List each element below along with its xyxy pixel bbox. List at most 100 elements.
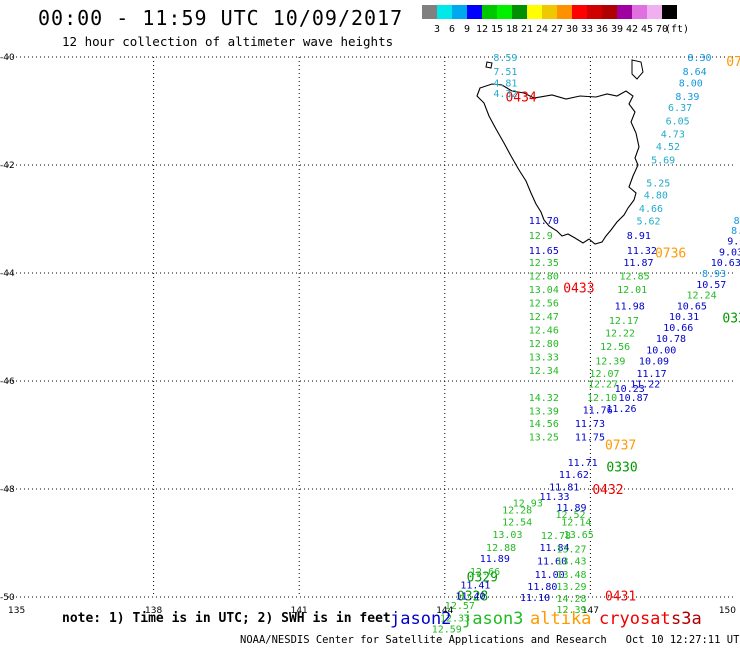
lon-tick-label: 141 <box>291 606 308 616</box>
wave-height-value: 10.57 <box>696 280 726 291</box>
wave-height-value: 12.78 <box>541 531 571 542</box>
legend-swatch <box>647 5 662 19</box>
wave-height-value: 13.39 <box>529 407 559 418</box>
legend-label: 42 <box>626 24 639 35</box>
wave-height-value: 13.27 <box>556 544 586 555</box>
wave-height-value: 11.65 <box>529 246 559 257</box>
lat-tick-label: -50 <box>0 593 15 603</box>
lat-lon-grid <box>8 56 736 598</box>
wave-height-value: 4.32 <box>493 89 517 100</box>
wave-height-value: 11.89 <box>556 503 586 514</box>
legend-label: 33 <box>581 24 594 35</box>
wave-height-value: 12.47 <box>529 312 559 323</box>
legend-swatch <box>587 5 602 19</box>
wave-height-value: 12.56 <box>600 342 630 353</box>
pass-time-labels: 0434 0433 0432 0431 0736 0737 0735 0330 0329 0328… <box>457 55 740 605</box>
wave-height-value: 11.75 <box>575 433 605 444</box>
wave-height-value: 12.17 <box>609 316 639 327</box>
wave-height-values: 8.59 7.514.814.32 8.30 8.648.00 8.396.37 6.05… <box>432 53 740 635</box>
legend-label: 9 <box>464 24 471 35</box>
wave-height-value: 11.60 <box>537 556 567 567</box>
wave-height-value: 7.51 <box>493 67 517 78</box>
legend-label: 45 <box>641 24 654 35</box>
wave-height-value: 12.80 <box>529 339 559 350</box>
flinders-island-outline <box>631 59 644 80</box>
wave-height-value: 12.59 <box>432 624 462 635</box>
legend-label: 18 <box>506 24 519 35</box>
wave-height-value: 4.80 <box>644 191 668 202</box>
wave-height-value: 8.91 <box>627 231 651 242</box>
wave-height-value: 14.28 <box>556 594 586 605</box>
wave-height-value: 11.00 <box>535 570 565 581</box>
wave-height-value: 12.28 <box>502 506 532 517</box>
wave-height-value: 12.46 <box>529 326 559 337</box>
legend-swatch <box>602 5 617 19</box>
wave-height-value: 11.70 <box>529 216 559 227</box>
wave-height-value: 8.93 <box>702 269 726 280</box>
pass-time-label: 0432 <box>592 483 623 498</box>
wave-height-value: 8.39 <box>675 92 699 103</box>
legend-label: 12 <box>476 24 489 35</box>
wave-height-value: 12.54 <box>502 517 532 528</box>
wave-height-value: 14.32 <box>529 393 559 404</box>
wave-height-value: 11.17 <box>637 369 667 380</box>
wave-height-value: 12.10 <box>587 393 617 404</box>
legend-label: 36 <box>596 24 609 35</box>
wave-height-value: 10.00 <box>646 346 676 357</box>
wave-height-value: 6.05 <box>666 117 690 128</box>
wave-height-value: 13.25 <box>529 433 559 444</box>
wave-height-value: 13.29 <box>556 582 586 593</box>
legend-swatch <box>662 5 677 19</box>
lon-tick-label: 150 <box>719 606 736 616</box>
wave-height-value: 11.89 <box>480 554 510 565</box>
map-subtitle: 12 hour collection of altimeter wave hei… <box>62 34 394 49</box>
pass-time-label: 0331 <box>722 311 740 326</box>
legend-label: 15 <box>491 24 504 35</box>
wave-height-value: 4.66 <box>639 204 663 215</box>
wave-height-value: 4.52 <box>656 142 680 153</box>
satellite-label-jason3: jason3 <box>462 609 524 629</box>
legend-label: 30 <box>566 24 579 35</box>
wave-height-value: 8. <box>731 226 740 237</box>
legend-swatch <box>497 5 512 19</box>
satellite-label-altika: altika <box>530 609 592 629</box>
wave-height-value: 5.69 <box>651 156 675 167</box>
legend-swatch <box>452 5 467 19</box>
wave-height-value: 11.73 <box>575 419 605 430</box>
pass-time-label: 0330 <box>606 460 637 475</box>
wave-height-value: 11.84 <box>539 543 569 554</box>
wave-height-value: 11.81 <box>549 482 579 493</box>
satellite-label-jason2: jason2 <box>390 609 452 629</box>
legend-label: 3 <box>434 24 441 35</box>
wave-height-value: 12.57 <box>445 601 475 612</box>
wave-height-value: 13.33 <box>529 353 559 364</box>
wave-height-value: 9.03 <box>719 247 740 258</box>
wave-height-value: 11.98 <box>615 301 645 312</box>
lon-tick-label: 138 <box>145 606 162 616</box>
lat-tick-label: -42 <box>0 161 15 171</box>
wave-height-value: 11.32 <box>627 246 657 257</box>
wave-height-value: 11.87 <box>623 258 653 269</box>
wave-height-value: 12.27 <box>588 380 618 391</box>
legend-label: 27 <box>551 24 564 35</box>
wave-height-value: 11.76 <box>583 406 613 417</box>
pass-time-label: 0434 <box>505 90 536 105</box>
wave-height-value: 12.66 <box>470 567 500 578</box>
wave-height-value: 4.73 <box>661 130 685 141</box>
wave-height-value: 10.31 <box>669 312 699 323</box>
wave-height-value: 12.93 <box>513 499 543 510</box>
map-title: 00:00 - 11:59 UTC 10/09/2017 <box>38 6 404 30</box>
tasmania-coastline <box>476 83 640 245</box>
wave-height-value: 8 <box>734 216 740 227</box>
wave-height-value: 12.56 <box>529 299 559 310</box>
lon-tick-label: 135 <box>8 606 25 616</box>
wave-height-value: 12.39 <box>556 605 586 616</box>
pass-time-label: 0328 <box>457 589 488 604</box>
wave-height-value: 11.26 <box>606 404 636 415</box>
legend-label: 70 <box>656 24 669 35</box>
wave-height-value: 8.30 <box>687 53 711 64</box>
pass-time-label: 0431 <box>605 589 636 604</box>
wave-height-value: 12.14 <box>561 517 591 528</box>
wave-height-value: 10.78 <box>656 334 686 345</box>
